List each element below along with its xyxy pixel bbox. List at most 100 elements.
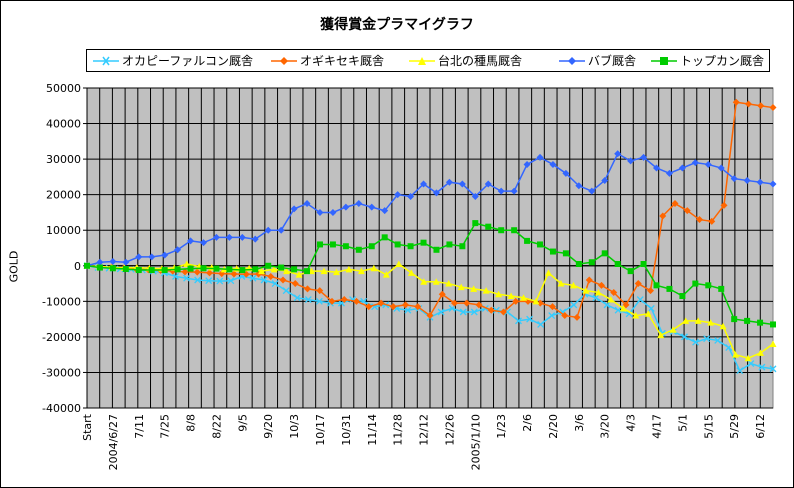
legend-marker-triangle-icon [409,56,435,65]
data-point [770,321,776,328]
data-point [717,164,725,172]
data-point [526,315,534,323]
data-point [485,223,492,230]
data-point [666,285,673,292]
x-tick-label: 4/17 [651,414,664,439]
data-point [610,288,618,296]
data-point [267,272,275,280]
data-point [575,182,583,190]
data-point [585,276,593,284]
data-point [498,227,505,234]
data-point [458,180,466,188]
data-point [653,164,661,172]
data-point [681,333,688,341]
data-point [446,241,453,248]
data-point [622,301,630,309]
data-point [703,335,711,343]
chart-title: 獲得賞金プラマイグラフ [320,17,474,33]
data-point [216,277,224,285]
data-point [345,265,353,273]
legend-item-ogi: オギキセキ厩舎 [271,50,384,71]
data-point [745,100,752,108]
data-point [304,285,311,293]
data-point [644,310,652,317]
data-point [561,312,569,320]
data-point [122,265,129,272]
data-point [536,299,544,307]
data-point [174,266,181,273]
legend-label: バブ厩舎 [588,54,637,68]
data-point [758,363,766,371]
x-tick-label: 2004/6/27 [107,414,120,470]
data-point [316,287,324,295]
data-point [278,264,285,271]
data-point [377,299,385,307]
legend-label: オカピーファルコン厩舎 [122,54,254,68]
data-point [448,304,456,312]
data-point [671,200,679,208]
data-point [708,217,716,225]
data-point [271,280,279,288]
data-point [457,283,465,291]
data-point [657,331,665,339]
data-point [148,253,156,261]
x-tick-label: 3/6 [573,414,586,432]
data-point [601,176,609,184]
data-point [451,299,458,307]
data-point [381,207,389,215]
data-point [295,271,303,278]
data-point [487,306,495,314]
data-point [679,293,686,299]
data-point [757,102,765,110]
data-point [357,267,365,275]
data-point [200,265,207,272]
x-tick-label: 12/12 [418,414,431,446]
legend-label: 台北の種馬厩舎 [438,54,523,68]
data-point [282,287,290,295]
x-tick-label: 10/31 [340,414,353,446]
data-point [683,207,691,215]
y-tick-label: 0 [74,260,81,273]
data-point [329,208,337,216]
data-point [532,297,540,305]
data-point [174,246,182,254]
data-point [627,157,635,165]
data-point [135,267,142,274]
data-point [407,243,414,250]
data-point [212,233,220,241]
data-point [342,243,349,250]
data-point [549,303,556,311]
legend-marker-x-icon [93,56,119,65]
data-point [329,241,336,248]
data-point [96,258,104,266]
data-point [414,303,422,311]
data-point [96,264,103,271]
data-point [365,303,373,311]
data-point [731,316,738,323]
data-point [394,241,401,248]
data-point [757,349,765,356]
data-point [394,191,402,199]
data-point [730,175,738,183]
data-point [368,203,376,211]
data-point [194,276,202,284]
data-point [482,287,490,294]
data-point [570,301,578,309]
data-point [205,277,213,285]
data-point [199,239,207,247]
data-point [238,233,246,241]
legend-item-topkan: トップカン厩舎 [651,50,764,71]
data-point [251,235,259,243]
data-point [647,287,654,295]
data-point [544,269,552,276]
x-tick-label: 11/14 [366,414,379,446]
data-point [404,306,412,314]
data-point [704,160,712,168]
y-tick-label: -40000 [42,402,81,415]
x-tick-label: 5/15 [702,414,715,439]
data-point [573,313,581,321]
data-point [109,258,117,266]
x-tick-label: 4/3 [625,414,638,432]
y-tick-label: -20000 [42,331,81,344]
